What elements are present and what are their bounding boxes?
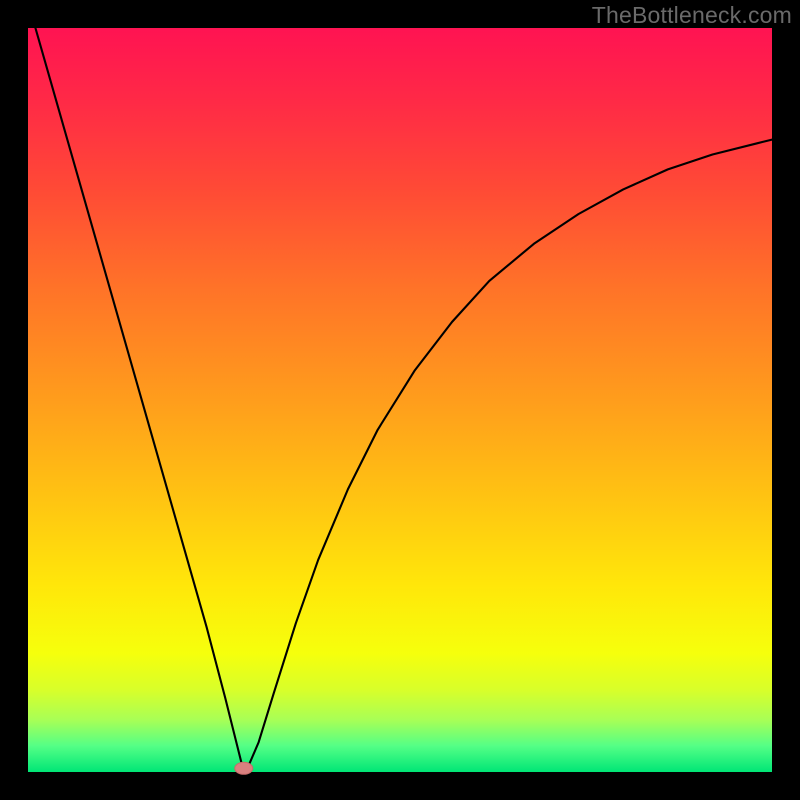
chart-container: TheBottleneck.com [0, 0, 800, 800]
bottleneck-chart [0, 0, 800, 800]
plot-background [28, 28, 772, 772]
minimum-marker [235, 762, 253, 774]
